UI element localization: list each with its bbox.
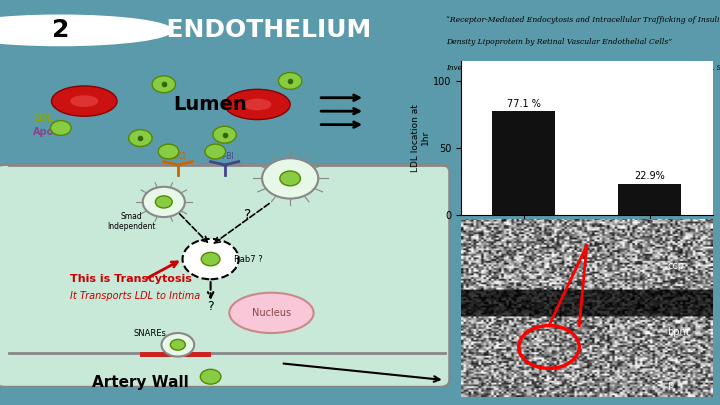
Text: - The ENDOTHELIUM: - The ENDOTHELIUM (78, 18, 372, 43)
Text: SNAREs: SNAREs (133, 329, 166, 339)
Text: Lumen: Lumen (174, 95, 248, 114)
Text: Nucleus: Nucleus (252, 308, 291, 318)
Text: It Transports LDL to Intima: It Transports LDL to Intima (71, 291, 200, 301)
Circle shape (280, 171, 300, 186)
Text: p: p (667, 380, 674, 390)
Text: Layer: Layer (4, 18, 91, 43)
Text: 2: 2 (52, 18, 69, 43)
Circle shape (200, 369, 221, 384)
Circle shape (202, 252, 220, 266)
Ellipse shape (225, 90, 290, 119)
FancyBboxPatch shape (0, 165, 449, 387)
Text: This is Transcytosis: This is Transcytosis (71, 274, 192, 284)
Text: ?: ? (207, 300, 214, 313)
Text: Artery Wall: Artery Wall (92, 375, 189, 390)
Text: bpm: bpm (667, 326, 690, 337)
Ellipse shape (52, 86, 117, 116)
Circle shape (262, 158, 318, 198)
Y-axis label: LDL location at
1hr: LDL location at 1hr (410, 104, 430, 172)
Text: Rab7 ?: Rab7 ? (234, 255, 263, 264)
Circle shape (279, 72, 302, 90)
Text: LDL: LDL (33, 113, 53, 123)
Circle shape (50, 121, 71, 135)
Ellipse shape (229, 293, 314, 333)
Circle shape (156, 196, 172, 208)
Text: ApoB: ApoB (33, 127, 61, 137)
Ellipse shape (71, 95, 99, 107)
Circle shape (143, 187, 185, 217)
Bar (140, 352, 211, 356)
Circle shape (183, 239, 239, 279)
Circle shape (213, 126, 236, 143)
Text: ccp: ccp (667, 260, 685, 271)
Text: 77.1 %: 77.1 % (507, 99, 541, 109)
Text: ALK1: ALK1 (168, 152, 187, 161)
Text: SR-BI: SR-BI (215, 152, 235, 161)
Circle shape (161, 333, 194, 356)
Circle shape (0, 15, 172, 46)
Bar (492, 111, 555, 215)
Text: ?: ? (244, 208, 252, 222)
Circle shape (129, 130, 152, 147)
Bar (618, 184, 681, 215)
Text: “Receptor-Mediated Endocytosis and Intracellular Trafficking of Insulin and Low-: “Receptor-Mediated Endocytosis and Intra… (446, 16, 720, 24)
Text: Smad
Independent: Smad Independent (107, 212, 156, 231)
Circle shape (158, 144, 179, 159)
Ellipse shape (243, 98, 271, 110)
Circle shape (152, 76, 176, 93)
Text: Density Lipoprotein by Retinal Vascular Endothelial Cells”: Density Lipoprotein by Retinal Vascular … (446, 38, 672, 46)
Text: 22.9%: 22.9% (634, 171, 665, 181)
Circle shape (171, 339, 185, 350)
Text: Investigative Ophthalmology & Visual Science, August 1994, Vol. 35, No. 9: Investigative Ophthalmology & Visual Sci… (446, 64, 720, 72)
Circle shape (205, 144, 225, 159)
